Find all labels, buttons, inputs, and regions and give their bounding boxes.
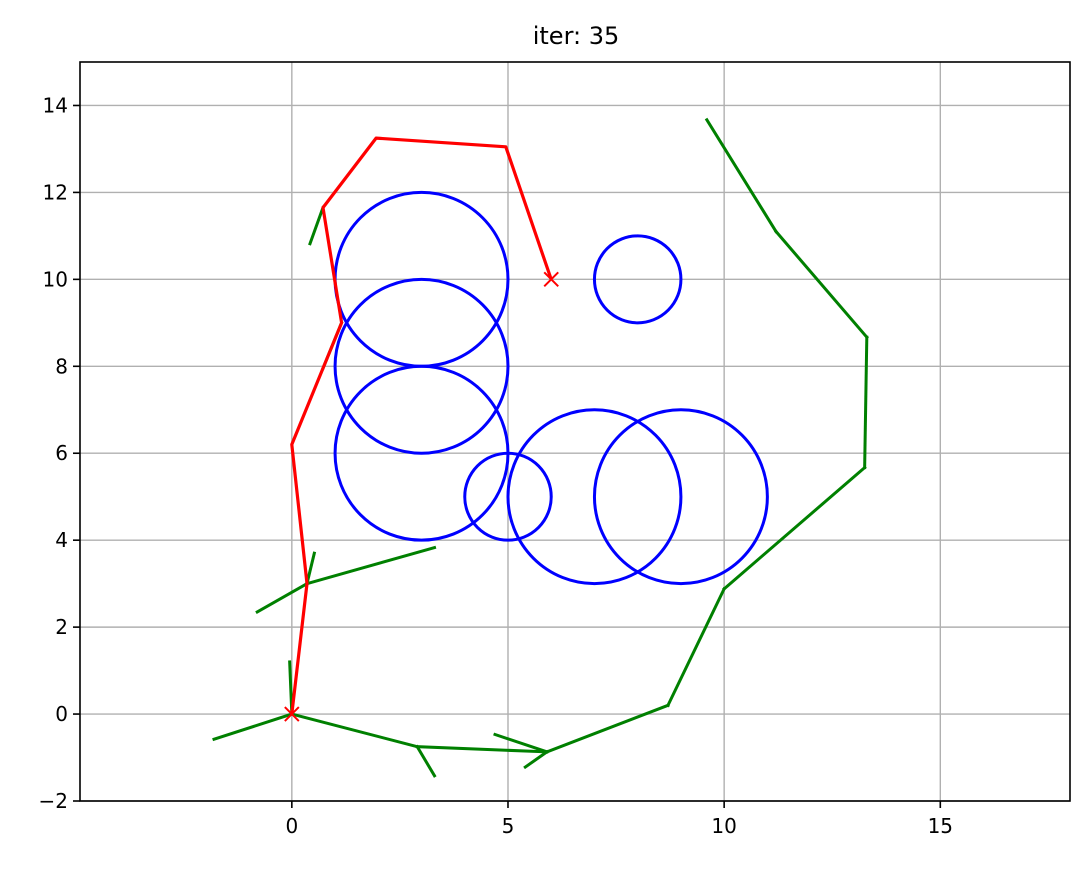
tree-edges	[212, 117, 869, 778]
obstacle-circle	[592, 408, 769, 586]
tree-edge	[665, 586, 727, 708]
goal-marker	[543, 271, 559, 288]
y-tick-label: 6	[55, 441, 68, 465]
endpoint-markers	[284, 271, 559, 722]
tree-edge	[255, 581, 310, 614]
tree-edge	[704, 117, 779, 234]
axes-frame	[79, 61, 1071, 802]
y-tick-label: 8	[55, 354, 68, 378]
tree-edge	[544, 703, 670, 754]
obstacle-circle	[506, 408, 683, 586]
path-line	[290, 136, 553, 715]
tree-edge	[290, 712, 420, 749]
tree-edge	[722, 465, 867, 591]
y-tick-label: 12	[43, 180, 68, 204]
tree-edge	[305, 551, 317, 586]
y-tick-label: −2	[39, 789, 68, 813]
tree-edge	[863, 335, 869, 470]
chart-title: iter: 35	[533, 22, 620, 50]
tree-edge	[212, 712, 294, 742]
x-tick-label: 15	[928, 814, 953, 838]
tree-edge	[305, 545, 437, 586]
tree-edge	[308, 205, 325, 246]
plot-frame	[79, 61, 1071, 802]
x-tick-label: 0	[285, 814, 298, 838]
x-tick-label: 10	[711, 814, 736, 838]
y-tick-label: 0	[55, 702, 68, 726]
tree-edge	[493, 732, 549, 754]
y-tick-label: 10	[43, 267, 68, 291]
y-tick-label: 4	[55, 528, 68, 552]
y-tick-label: 2	[55, 615, 68, 639]
x-tick-label: 5	[502, 814, 515, 838]
y-tick-label: 14	[43, 93, 68, 117]
tick-marks: 0 5 10 15 −2 0 2 4 6 8 10 12 14	[39, 93, 954, 838]
obstacle-circles	[333, 190, 769, 586]
tree-edge	[773, 229, 869, 340]
tree-edge	[415, 744, 437, 778]
planned-path	[290, 136, 553, 715]
obstacle-circle	[333, 277, 510, 455]
start-marker	[284, 706, 300, 722]
tree-edge	[523, 749, 549, 770]
obstacle-circle	[463, 451, 553, 542]
tree-edge	[415, 745, 549, 754]
obstacle-circle	[592, 234, 683, 325]
